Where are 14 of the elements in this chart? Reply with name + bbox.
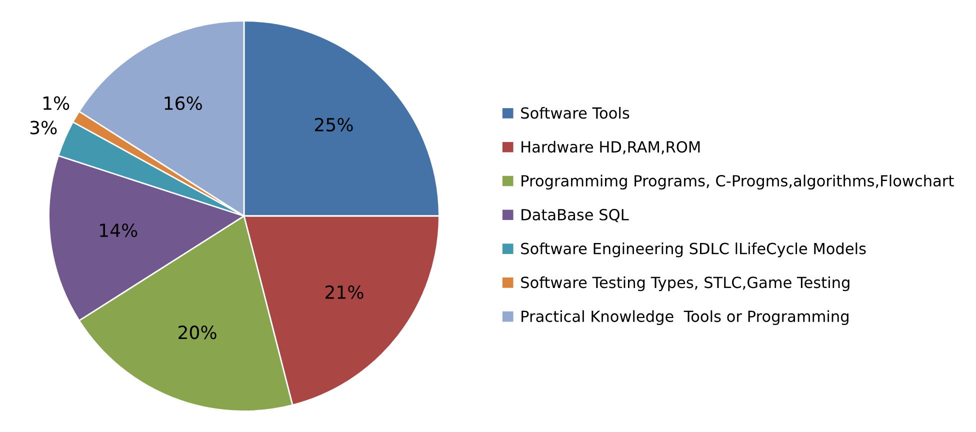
data-label: 3%: [30, 120, 57, 134]
data-label: 20%: [178, 326, 216, 340]
legend-label: Practical Knowledge Tools or Programming: [522, 310, 848, 326]
legend-label: Hardware HD,RAM,ROM: [522, 140, 700, 154]
data-label: 14%: [100, 223, 138, 238]
legend-label: Software Engineering SDLC lLifeCycle Models: [521, 242, 866, 258]
legend-label: Software Testing Types, STLC,Game Testing: [521, 276, 850, 292]
data-label: 1%: [43, 96, 70, 110]
data-label: 16%: [164, 96, 202, 110]
data-label: 25%: [314, 118, 353, 132]
legend-label: DataBase SQL: [522, 208, 629, 222]
data-label: 21%: [326, 285, 364, 300]
legend-label: Programmimg Programs, C-Progms,algorithms,Flowchart: [522, 174, 954, 190]
legend-label: Software Tools: [521, 106, 630, 119]
